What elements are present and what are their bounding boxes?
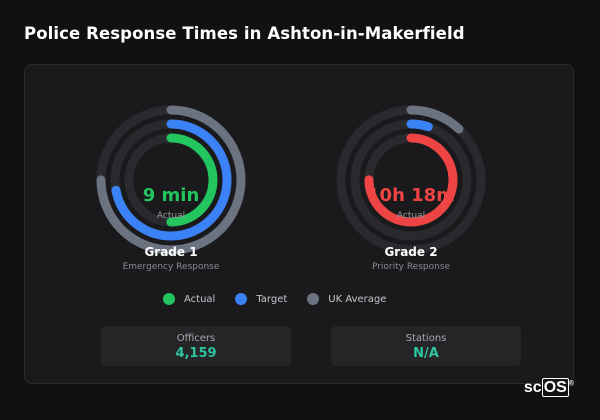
officers-value: 4,159: [175, 346, 217, 361]
gauge-grade-2: 10h 18m Actual: [331, 100, 491, 260]
response-times-card: 9 min Actual Grade 1 Emergency Response …: [24, 64, 574, 384]
page-title: Police Response Times in Ashton-in-Maker…: [24, 24, 465, 43]
gray-dot-icon: [307, 293, 320, 305]
officers-label: Officers: [176, 333, 216, 344]
grade-1-subtitle: Emergency Response: [122, 262, 220, 272]
uk-average-ring: [336, 105, 486, 255]
grade-1-rings: [96, 105, 246, 255]
scos-logo: sc OS ®: [523, 378, 574, 397]
grade-2-actual-label: Actual: [396, 211, 426, 221]
grade-2-subtitle: Priority Response: [371, 262, 451, 272]
stations-stat: Stations N/A: [331, 326, 521, 366]
uk-average-ring: [96, 105, 246, 255]
grade-1-actual-value: 9 min: [142, 185, 200, 206]
actual-ring: [124, 133, 218, 227]
grade-1-title: Grade 1: [144, 245, 198, 259]
target-ring: [350, 119, 472, 241]
grade-2-title: Grade 2: [384, 245, 438, 259]
blue-dot-icon: [235, 293, 248, 305]
actual-ring: [364, 133, 458, 227]
legend-item-target: Target: [235, 293, 287, 305]
stations-value: N/A: [413, 346, 439, 361]
grade-1-actual-label: Actual: [156, 211, 186, 221]
gauge-grade-1: 9 min Actual: [91, 100, 251, 260]
legend-label: Target: [256, 293, 288, 305]
legend-label: Actual: [184, 293, 216, 305]
legend-item-uk-average: UK Average: [307, 293, 386, 305]
legend: Actual Target UK Average: [163, 292, 406, 306]
stations-label: Stations: [405, 333, 447, 344]
grade-2-rings: [336, 105, 486, 255]
target-ring: [110, 119, 232, 241]
legend-label: UK Average: [328, 293, 387, 305]
legend-item-actual: Actual: [163, 293, 215, 305]
officers-stat: Officers 4,159: [101, 326, 291, 366]
green-dot-icon: [163, 293, 175, 305]
grade-2-actual-value: 10h 18m: [367, 185, 455, 206]
